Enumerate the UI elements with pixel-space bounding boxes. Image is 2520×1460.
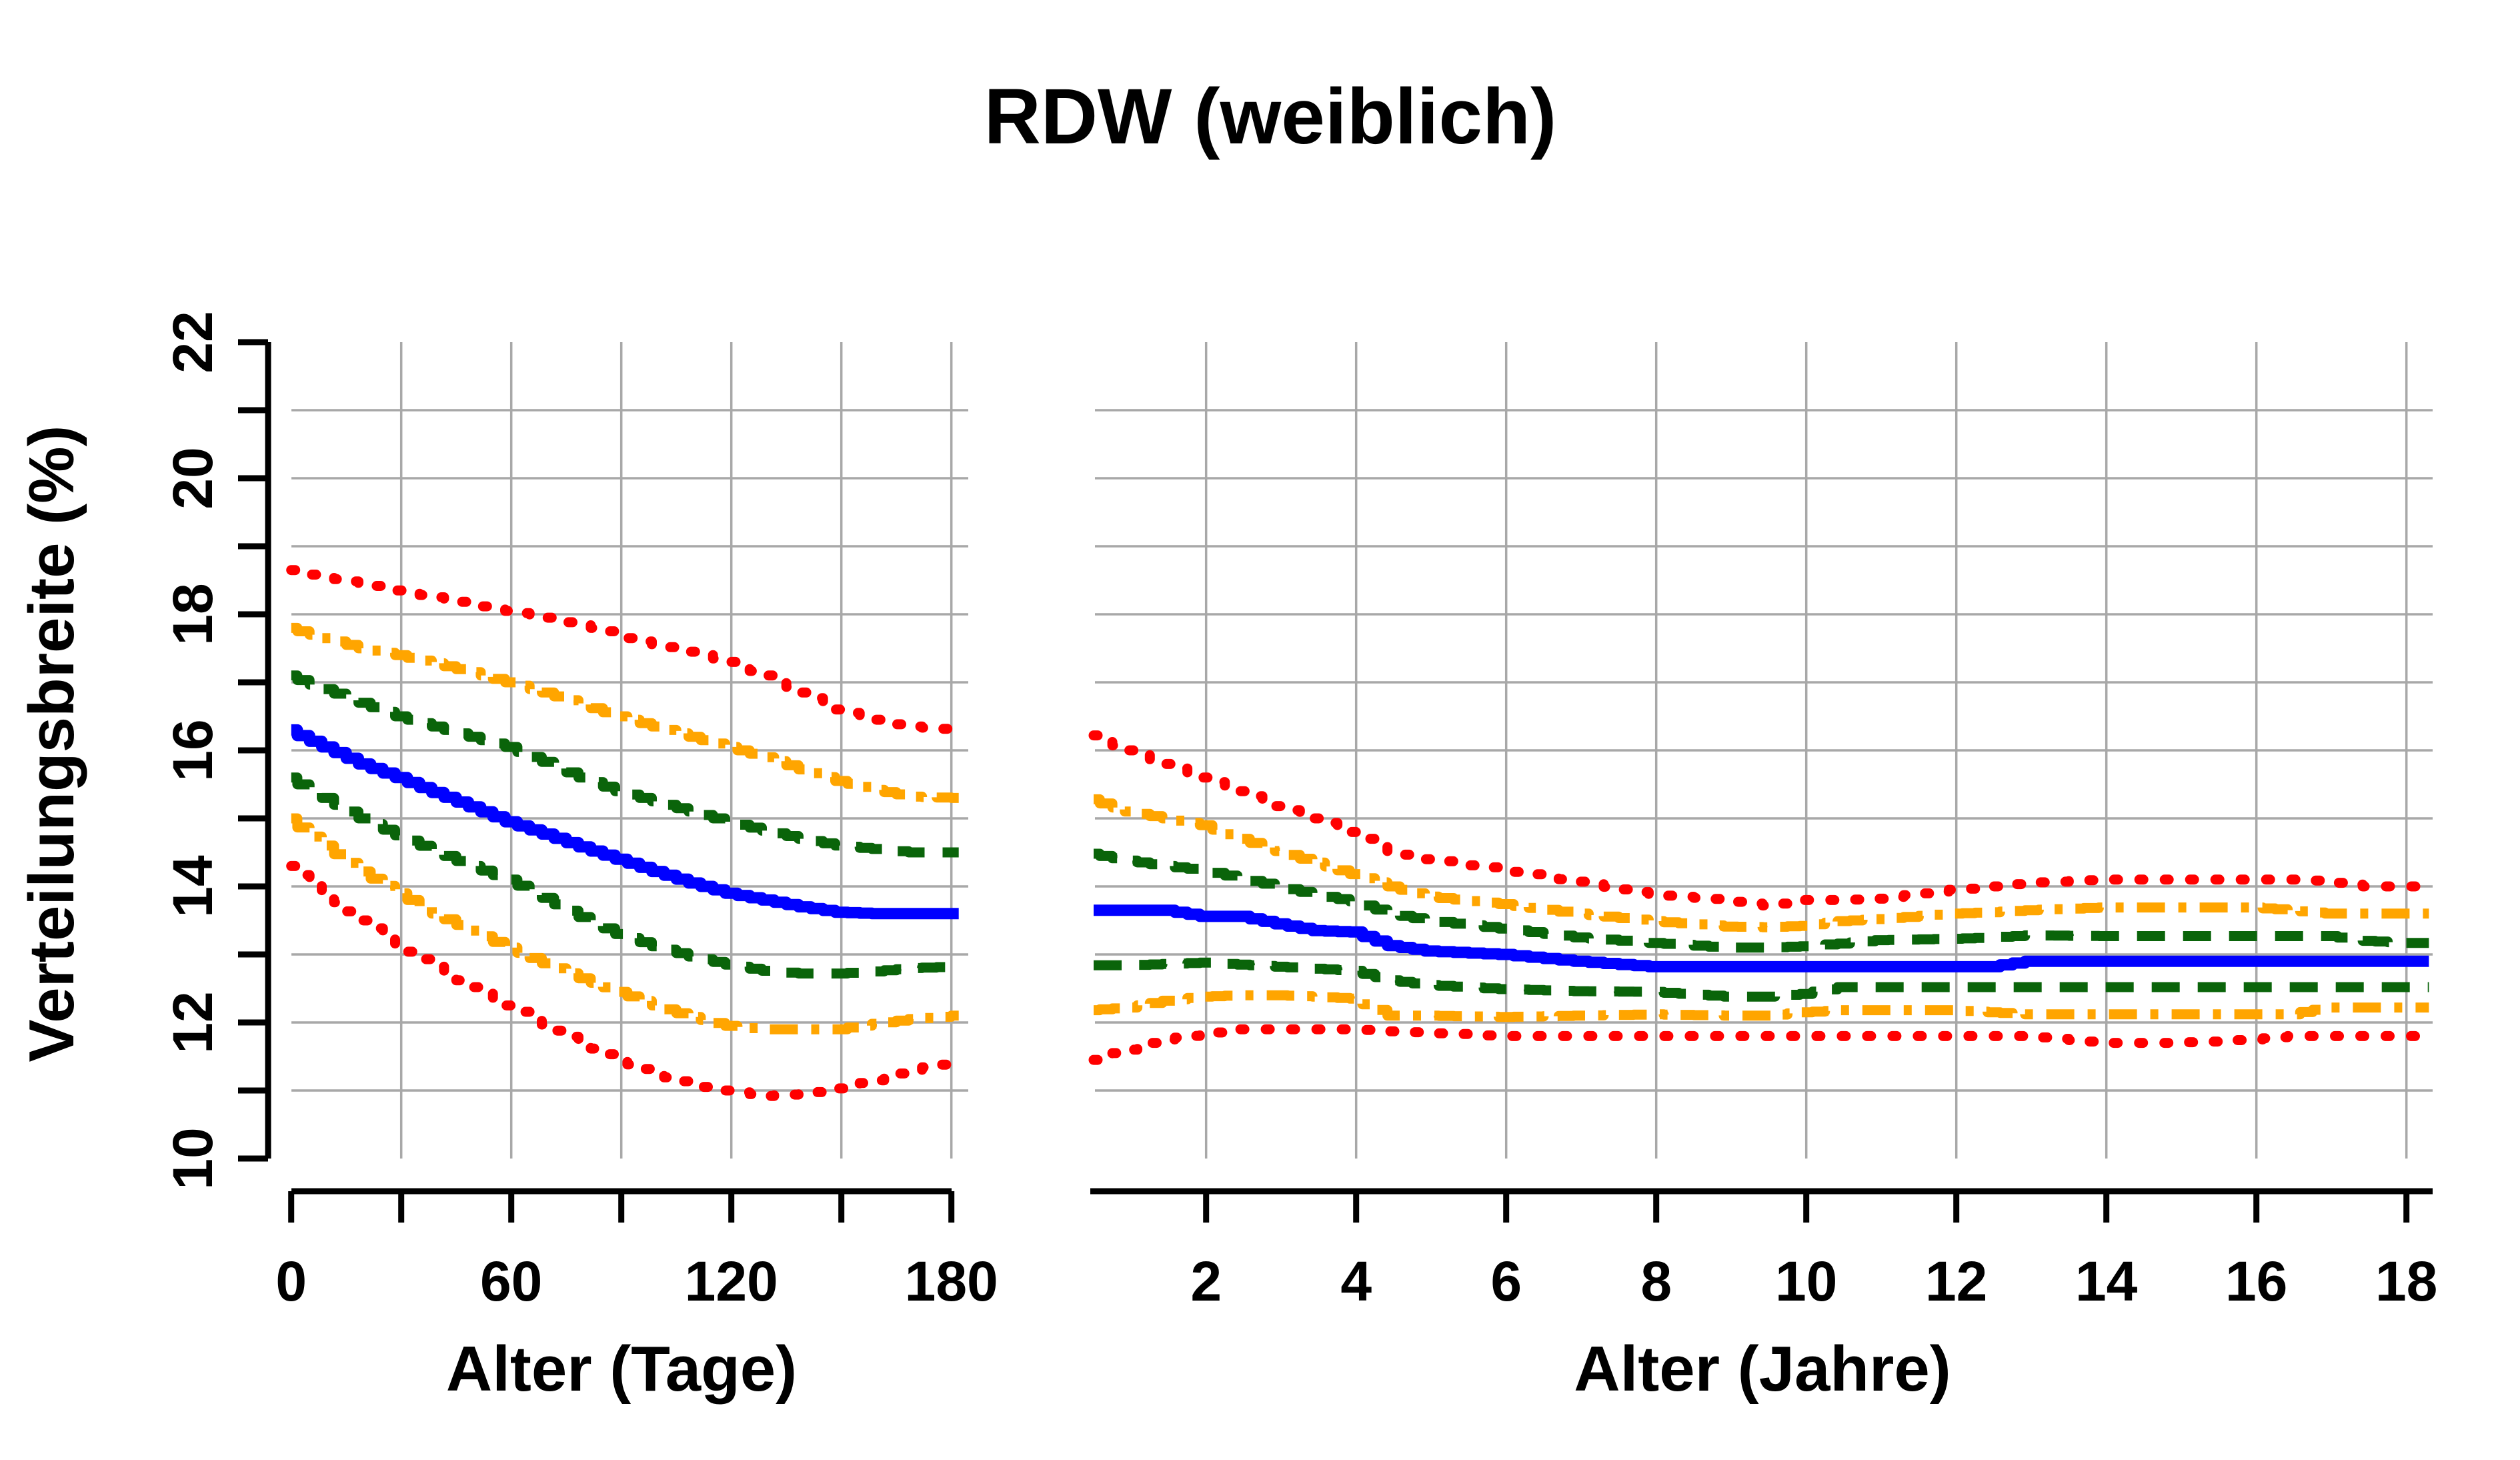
x-tick-label-left-0: 0	[275, 1250, 307, 1313]
curve-right-lower-orange-dashdot	[1094, 990, 2429, 1022]
x-tick-label-right-16: 16	[2225, 1250, 2287, 1313]
curve-right-lower-green-dashed	[1094, 957, 2429, 1002]
curve-right-median-blue-solid	[1094, 904, 2429, 972]
curve-left-lower-orange-dashdot	[291, 813, 959, 1034]
x-tick-label-right-4: 4	[1340, 1250, 1372, 1313]
curve-right-upper-green-dashed	[1094, 848, 2429, 953]
x-axis-title-left: Alter (Tage)	[446, 1333, 797, 1405]
y-axis-title: Verteilungsbreite (%)	[16, 426, 87, 1062]
curve-left-lower-red-dotted	[286, 860, 964, 1101]
x-tick-label-right-8: 8	[1640, 1250, 1672, 1313]
curves-layer	[286, 565, 2434, 1101]
x-tick-label-right-12: 12	[1925, 1250, 1987, 1313]
y-tick-label-18: 18	[161, 583, 224, 645]
y-tick-label-10: 10	[161, 1127, 224, 1189]
curve-left-upper-green-dashed	[291, 670, 959, 858]
axes-layer	[238, 339, 2433, 1223]
curve-right-upper-orange-dashdot	[1094, 794, 2429, 932]
curve-left-upper-red-dotted	[286, 565, 964, 735]
gridlines-layer	[291, 342, 2433, 1159]
y-tick-label-22: 22	[161, 311, 224, 373]
y-tick-label-12: 12	[161, 991, 224, 1053]
y-tick-label-20: 20	[161, 447, 224, 509]
curve-left-lower-green-dashed	[291, 772, 959, 979]
x-tick-label-right-10: 10	[1775, 1250, 1837, 1313]
x-tick-label-right-6: 6	[1490, 1250, 1522, 1313]
x-tick-label-right-2: 2	[1190, 1250, 1222, 1313]
tick-labels-layer: 10 12 14 16 18 20 22 0 60 120 180 2 4 6 8 10 12 14 16 18	[161, 311, 2437, 1313]
y-tick-label-16: 16	[161, 719, 224, 781]
x-tick-label-left-120: 120	[685, 1250, 778, 1313]
x-tick-label-left-180: 180	[905, 1250, 998, 1313]
y-tick-label-14: 14	[161, 855, 224, 918]
x-tick-label-right-14: 14	[2075, 1250, 2138, 1313]
curve-right-lower-red-dotted	[1088, 1024, 2434, 1065]
curve-right-upper-red-dotted	[1088, 730, 2434, 911]
x-tick-label-left-60: 60	[480, 1250, 542, 1313]
x-tick-label-right-18: 18	[2375, 1250, 2437, 1313]
x-axis-title-right: Alter (Jahre)	[1574, 1333, 1951, 1405]
curve-left-median-blue-solid	[291, 724, 959, 920]
chart-title: RDW (weiblich)	[984, 73, 1557, 161]
curve-left-upper-orange-dashdot	[291, 622, 959, 803]
